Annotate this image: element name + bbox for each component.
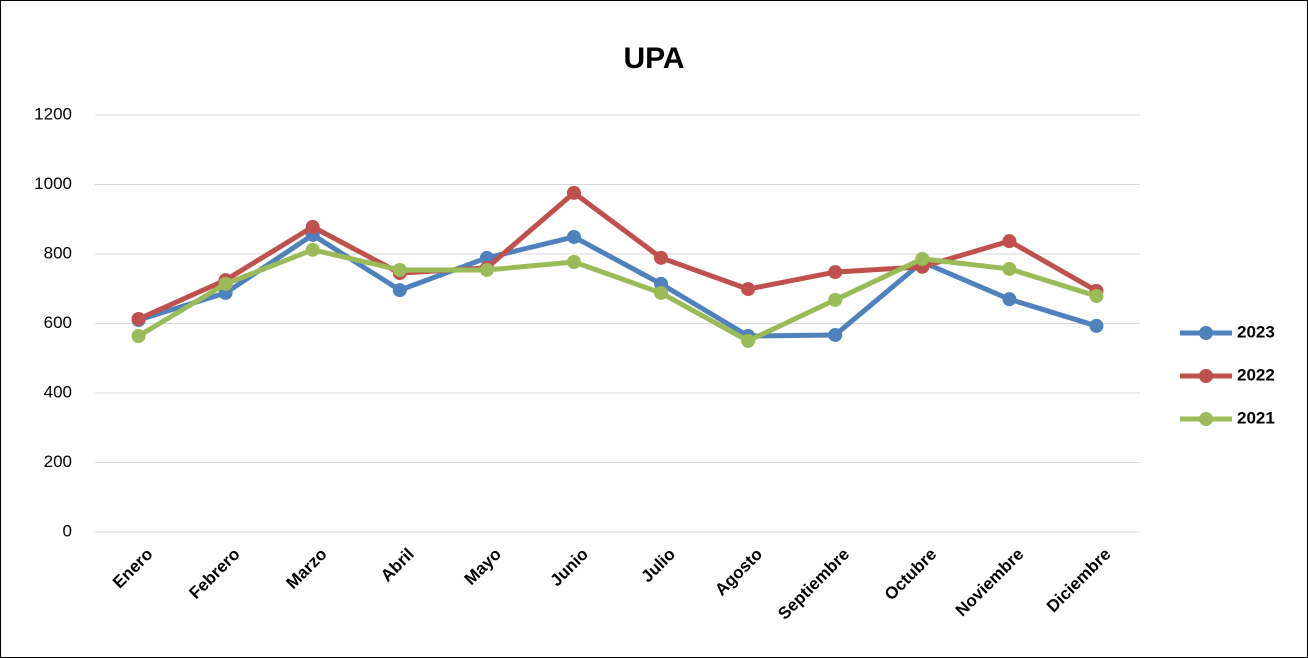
- legend-marker: [1199, 326, 1213, 340]
- y-tick-label: 200: [44, 452, 72, 471]
- data-point: [131, 311, 146, 326]
- legend-marker: [1199, 412, 1213, 426]
- data-point: [392, 262, 407, 277]
- data-point: [566, 229, 581, 244]
- legend-label: 2023: [1237, 322, 1275, 341]
- legend-label: 2021: [1237, 408, 1275, 427]
- data-point: [392, 283, 407, 298]
- data-point: [566, 185, 581, 200]
- data-point: [1002, 261, 1017, 276]
- y-tick-label: 400: [44, 382, 72, 401]
- data-point: [1089, 318, 1104, 333]
- legend-label: 2022: [1237, 365, 1275, 384]
- y-tick-label: 1200: [34, 104, 72, 123]
- data-point: [479, 250, 494, 265]
- data-point: [1002, 292, 1017, 307]
- data-point: [741, 282, 756, 297]
- data-point: [479, 262, 494, 277]
- data-point: [654, 285, 669, 300]
- data-point: [828, 292, 843, 307]
- data-point: [915, 251, 930, 266]
- data-point: [305, 219, 320, 234]
- series-line: [137, 232, 1098, 339]
- data-point: [654, 250, 669, 265]
- data-point: [566, 254, 581, 269]
- data-point: [218, 276, 233, 291]
- data-point: [828, 265, 843, 280]
- data-point: [1002, 234, 1017, 249]
- y-tick-label: 1000: [34, 174, 72, 193]
- data-point: [1089, 289, 1104, 304]
- y-tick-label: 600: [44, 313, 72, 332]
- series-line: [137, 247, 1098, 344]
- y-tick-label: 800: [44, 243, 72, 262]
- y-tick-label: 0: [63, 521, 72, 540]
- data-point: [741, 333, 756, 348]
- data-point: [131, 329, 146, 344]
- data-point: [305, 242, 320, 257]
- chart-title: UPA: [623, 42, 684, 75]
- legend-marker: [1199, 369, 1213, 383]
- data-point: [828, 327, 843, 342]
